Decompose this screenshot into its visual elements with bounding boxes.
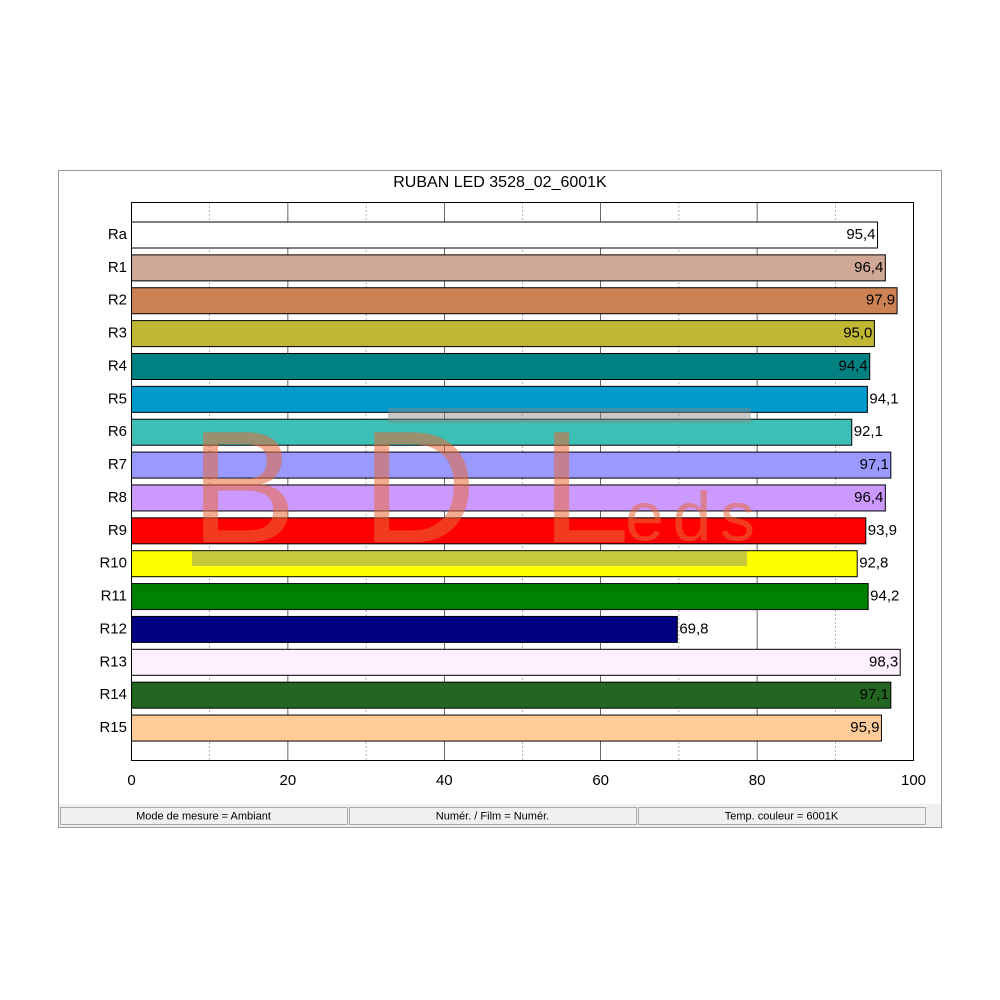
x-tick-label: 80 — [749, 772, 766, 789]
y-tick-label: R2 — [108, 292, 127, 309]
value-label: 94,4 — [839, 357, 868, 374]
bar — [131, 221, 879, 249]
value-label: 95,0 — [843, 325, 872, 342]
y-tick-label: R8 — [108, 489, 127, 506]
bar — [131, 451, 892, 479]
bar — [131, 681, 892, 709]
y-tick-label: R11 — [101, 588, 127, 605]
value-label: 94,1 — [869, 390, 898, 407]
x-tick-label: 20 — [280, 772, 297, 789]
y-tick-label: R7 — [108, 456, 127, 473]
bar — [131, 583, 869, 611]
bar — [131, 550, 858, 578]
watermark: BDL — [190, 397, 630, 576]
y-tick-label: R15 — [99, 719, 127, 736]
bar — [131, 320, 875, 348]
value-label: 95,4 — [846, 226, 875, 243]
bar — [131, 714, 882, 742]
x-tick-label: 40 — [436, 772, 453, 789]
status-text: Mode de mesure = Ambiant — [136, 810, 271, 822]
y-tick-label: R4 — [108, 357, 127, 374]
value-label: 97,1 — [860, 456, 889, 473]
watermark-bar — [192, 551, 747, 566]
y-tick-label: R13 — [99, 653, 127, 670]
status-text: Numér. / Film = Numér. — [436, 810, 549, 822]
x-tick-label: 60 — [592, 772, 609, 789]
y-tick-label: R12 — [99, 620, 127, 637]
watermark: eds — [625, 477, 755, 555]
bar — [131, 254, 886, 282]
value-label: 98,3 — [869, 653, 898, 670]
bar — [131, 418, 853, 446]
value-label: 96,4 — [854, 489, 883, 506]
watermark-bar — [388, 408, 751, 423]
bar — [131, 648, 901, 676]
y-tick-label: Ra — [108, 226, 128, 243]
bar — [131, 385, 868, 413]
x-tick-label: 0 — [127, 772, 135, 789]
status-text: Temp. couleur = 6001K — [725, 810, 839, 822]
y-tick-label: R9 — [108, 522, 127, 539]
bar — [131, 517, 867, 545]
value-label: 97,9 — [866, 292, 895, 309]
status-field — [349, 807, 637, 825]
value-label: 92,8 — [859, 555, 888, 572]
value-label: 97,1 — [860, 686, 889, 703]
value-label: 95,9 — [850, 719, 879, 736]
y-tick-label: R1 — [108, 259, 127, 276]
status-field — [60, 807, 348, 825]
bar — [131, 484, 886, 512]
y-tick-label: R14 — [99, 686, 127, 703]
value-label: 93,9 — [868, 522, 897, 539]
bar — [131, 287, 898, 315]
y-tick-label: R3 — [108, 325, 127, 342]
bar — [131, 615, 678, 643]
value-label: 94,2 — [870, 588, 899, 605]
value-label: 92,1 — [854, 423, 883, 440]
bar — [131, 352, 871, 380]
y-tick-label: R5 — [108, 390, 127, 407]
value-label: 96,4 — [854, 259, 883, 276]
y-tick-label: R10 — [99, 555, 127, 572]
value-label: 69,8 — [679, 620, 708, 637]
y-tick-label: R6 — [108, 423, 127, 440]
x-tick-label: 100 — [901, 772, 926, 789]
status-field — [638, 807, 926, 825]
chart-title: RUBAN LED 3528_02_6001K — [393, 174, 607, 191]
